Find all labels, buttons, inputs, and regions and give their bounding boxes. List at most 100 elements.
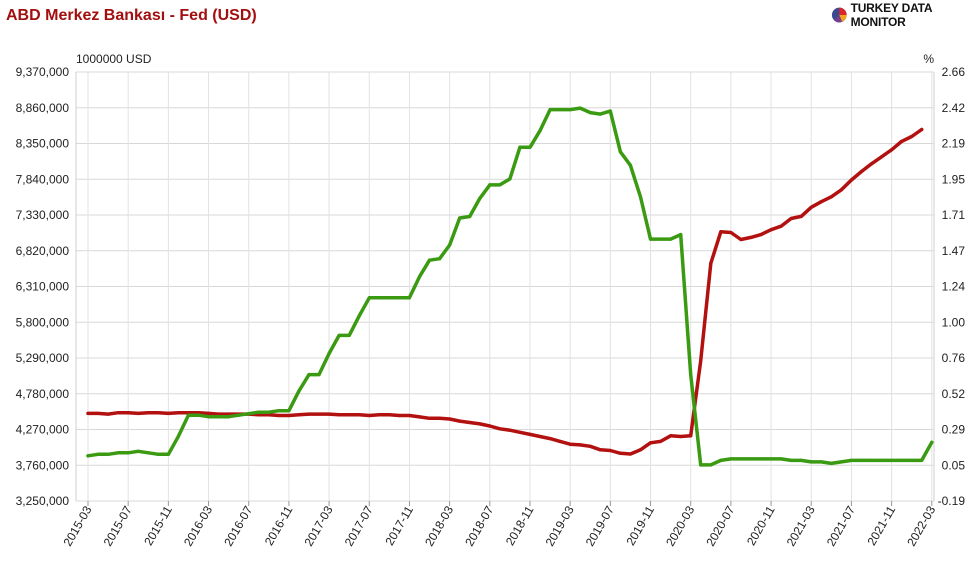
data-point (568, 108, 572, 112)
data-point (437, 416, 442, 420)
data-point (839, 460, 843, 464)
data-point (749, 457, 753, 461)
data-point (347, 333, 351, 338)
data-point (397, 296, 401, 300)
data-point (658, 439, 663, 444)
data-point (709, 261, 713, 265)
data-point (287, 409, 291, 413)
data-point (628, 452, 633, 456)
data-point (488, 424, 492, 428)
data-point (227, 415, 231, 419)
data-point (689, 372, 693, 377)
data-point (247, 412, 251, 416)
left-axis-ticks: 3,250,000 3,760,000 4,270,000 4,780,000 5,29… (16, 65, 70, 508)
data-point (468, 214, 472, 219)
data-point (709, 463, 713, 467)
data-point (136, 449, 140, 453)
data-point (156, 411, 160, 415)
x-tick-label: 2017-07 (342, 503, 376, 548)
data-point (719, 230, 723, 234)
data-point (648, 441, 653, 445)
data-point (900, 139, 904, 143)
data-point (890, 458, 894, 462)
series-line-left-axis (86, 127, 924, 456)
data-point (719, 458, 723, 462)
left-tick-label: 4,270,000 (16, 423, 70, 437)
right-tick-label: -0.19 (938, 494, 966, 508)
data-point (869, 458, 874, 462)
data-point (518, 145, 522, 149)
data-point (789, 458, 793, 462)
x-tick-label: 2018-03 (422, 503, 456, 548)
data-point (317, 372, 321, 377)
x-tick-label: 2018-07 (462, 503, 496, 548)
data-point (890, 148, 894, 152)
data-point (448, 417, 452, 421)
right-tick-label: 1.00 (942, 315, 966, 329)
left-tick-label: 5,290,000 (16, 351, 70, 365)
data-point (106, 412, 110, 416)
brand-name: TURKEY DATA MONITOR (850, 1, 933, 29)
data-point (669, 237, 673, 241)
data-point (206, 415, 211, 419)
data-point (699, 359, 703, 363)
data-point (578, 443, 582, 447)
right-tick-label: 0.76 (942, 351, 966, 365)
right-tick-label: 2.66 (942, 65, 966, 79)
brand-logo[interactable]: TURKEY DATA MONITOR (831, 1, 979, 29)
data-point (799, 214, 803, 219)
data-point (618, 451, 622, 455)
data-point (448, 243, 452, 247)
x-tick-label: 2020-11 (744, 503, 778, 548)
data-point (478, 196, 482, 201)
right-tick-label: 1.71 (942, 208, 966, 222)
data-point (206, 411, 211, 415)
right-tick-label: 0.05 (942, 458, 966, 472)
data-point (558, 439, 562, 444)
data-point (869, 162, 874, 166)
data-point (458, 419, 462, 423)
x-tick-label: 2015-07 (101, 503, 135, 548)
data-point (478, 422, 482, 426)
data-point (789, 216, 793, 221)
data-point (538, 434, 542, 439)
x-tick-label: 2020-07 (703, 503, 737, 548)
chart-title: ABD Merkez Bankası - Fed (USD) (6, 7, 257, 24)
data-point (488, 183, 492, 187)
data-point (729, 230, 733, 235)
data-point (146, 451, 150, 455)
data-point (337, 413, 341, 417)
x-tick-label: 2016-07 (221, 503, 255, 548)
x-tick-label: 2021-11 (864, 503, 898, 548)
series-1 (86, 106, 934, 467)
data-point (920, 458, 924, 462)
data-point (879, 155, 884, 159)
data-point (578, 106, 582, 110)
data-point (387, 296, 391, 300)
data-point (739, 237, 743, 242)
x-tick-label: 2015-03 (60, 503, 94, 548)
data-point (267, 410, 271, 414)
right-tick-label: 0.29 (942, 423, 966, 437)
data-point (166, 452, 170, 456)
grid-lines (75, 71, 935, 502)
data-point (920, 127, 924, 132)
data-point (357, 413, 361, 417)
data-point (277, 413, 281, 418)
left-tick-label: 9,370,000 (16, 65, 70, 79)
data-point (86, 454, 90, 458)
data-point (608, 109, 612, 113)
data-point (277, 409, 281, 413)
data-point (769, 228, 773, 232)
data-point (427, 258, 432, 262)
data-point (859, 458, 864, 462)
data-point (126, 411, 130, 415)
data-point (819, 460, 823, 464)
data-point (307, 372, 311, 377)
data-point (638, 195, 643, 199)
data-point (146, 411, 150, 415)
data-point (699, 463, 703, 467)
data-point (327, 412, 331, 416)
data-point (216, 415, 221, 419)
